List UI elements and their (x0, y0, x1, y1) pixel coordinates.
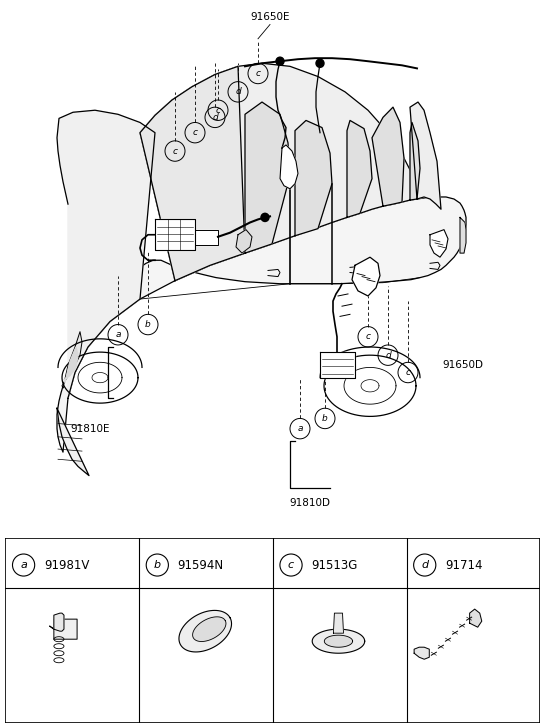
Polygon shape (57, 111, 155, 398)
Polygon shape (460, 217, 466, 253)
Text: c: c (256, 69, 261, 78)
Polygon shape (372, 107, 404, 206)
Polygon shape (470, 609, 482, 627)
Text: 91810D: 91810D (289, 498, 331, 508)
Polygon shape (320, 352, 355, 377)
Polygon shape (280, 145, 298, 189)
Polygon shape (155, 220, 195, 250)
Polygon shape (410, 102, 441, 209)
Polygon shape (50, 619, 77, 639)
Text: d: d (385, 350, 391, 360)
Circle shape (261, 213, 269, 222)
Text: 91810E: 91810E (70, 424, 110, 433)
Polygon shape (193, 616, 226, 641)
Polygon shape (195, 230, 218, 245)
Text: c: c (288, 560, 294, 570)
Circle shape (316, 59, 324, 68)
Text: a: a (115, 330, 121, 340)
Text: c: c (193, 128, 198, 137)
Polygon shape (62, 332, 82, 387)
Polygon shape (352, 257, 380, 296)
Text: a: a (20, 560, 27, 570)
Polygon shape (179, 611, 231, 652)
Text: c: c (365, 332, 370, 341)
Polygon shape (140, 63, 424, 281)
Polygon shape (236, 230, 252, 253)
Text: 91513G: 91513G (311, 558, 358, 571)
Polygon shape (347, 121, 372, 217)
Text: a: a (297, 424, 303, 433)
Text: c: c (173, 147, 178, 156)
Text: d: d (235, 87, 241, 97)
Polygon shape (54, 613, 64, 631)
Text: 91714: 91714 (445, 558, 482, 571)
Polygon shape (245, 102, 290, 253)
Polygon shape (414, 647, 430, 659)
Text: b: b (154, 560, 161, 570)
Polygon shape (64, 347, 78, 382)
Text: b: b (322, 414, 328, 423)
Polygon shape (430, 230, 448, 257)
Polygon shape (295, 121, 332, 236)
Text: 91650D: 91650D (442, 361, 483, 370)
Polygon shape (324, 635, 352, 647)
Text: c: c (406, 368, 411, 377)
Text: d: d (421, 560, 428, 570)
Polygon shape (57, 197, 466, 452)
Circle shape (276, 57, 284, 65)
Polygon shape (333, 613, 344, 633)
Polygon shape (410, 122, 420, 200)
Text: 91594N: 91594N (178, 558, 224, 571)
Text: 91981V: 91981V (44, 558, 89, 571)
Text: c: c (216, 105, 220, 115)
Text: b: b (145, 320, 151, 329)
Text: d: d (212, 113, 218, 122)
Polygon shape (140, 66, 245, 281)
Polygon shape (312, 629, 365, 654)
Polygon shape (57, 409, 89, 475)
Text: 91650E: 91650E (250, 12, 290, 23)
